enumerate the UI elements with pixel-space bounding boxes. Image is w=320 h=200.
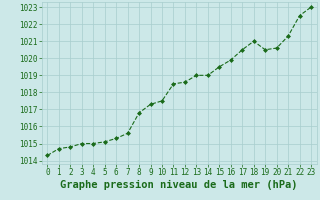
X-axis label: Graphe pression niveau de la mer (hPa): Graphe pression niveau de la mer (hPa): [60, 180, 298, 190]
